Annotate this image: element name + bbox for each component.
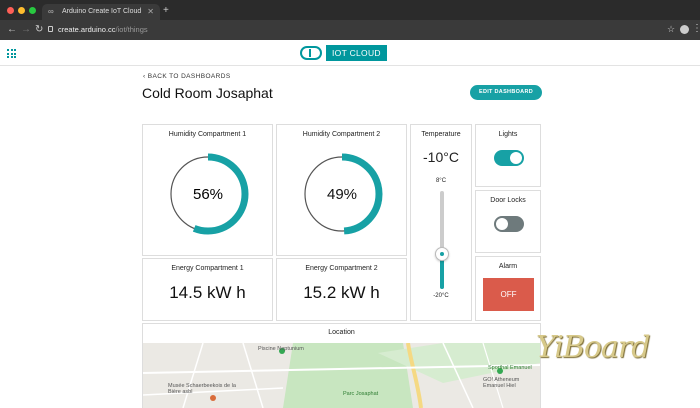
gauge-fill bbox=[167, 153, 249, 235]
temperature-min-label: -20°C bbox=[433, 293, 449, 299]
new-tab-button[interactable]: + bbox=[163, 5, 169, 16]
energy-compartment-1-widget: Energy Compartment 1 14.5 kW h bbox=[142, 258, 273, 321]
url-path: /iot/things bbox=[115, 25, 148, 34]
profile-avatar[interactable] bbox=[680, 25, 689, 34]
toggle-knob bbox=[496, 218, 508, 230]
temperature-slider-thumb[interactable] bbox=[435, 247, 449, 261]
map-graphic bbox=[143, 343, 540, 408]
humidity-compartment-1-widget: Humidity Compartment 1 56% bbox=[142, 124, 273, 256]
app-header: IOT CLOUD bbox=[0, 40, 700, 66]
door-locks-toggle[interactable] bbox=[494, 216, 524, 232]
browser-menu-icon[interactable]: ⋮ bbox=[692, 23, 700, 34]
bookmark-star-icon[interactable]: ☆ bbox=[667, 24, 676, 34]
energy-1-value: 14.5 kW h bbox=[169, 283, 246, 302]
location-map[interactable]: Piscine Neptunium Musée Schaerbeekois de… bbox=[143, 343, 540, 408]
lock-icon bbox=[48, 26, 53, 32]
map-label-athenee: GO! Atheneum Emanuel Hiel bbox=[483, 377, 520, 389]
browser-tabbar: ∞ Arduino Create IoT Cloud ✕ + bbox=[0, 0, 700, 20]
humidity-compartment-2-widget: Humidity Compartment 2 49% bbox=[276, 124, 407, 256]
humidity-2-value: 49% bbox=[327, 186, 357, 203]
toggle-knob bbox=[510, 152, 522, 164]
alarm-off-button[interactable]: OFF bbox=[483, 278, 534, 311]
humidity-2-gauge: 49% bbox=[301, 153, 383, 235]
arduino-favicon-icon: ∞ bbox=[48, 7, 54, 16]
map-label-musee: Musée Schaerbeekois de la Bière asbl bbox=[168, 383, 236, 395]
back-to-dashboards-link[interactable]: ‹ BACK TO DASHBOARDS bbox=[143, 73, 231, 80]
energy-2-value: 15.2 kW h bbox=[303, 283, 380, 302]
logo-text: IOT CLOUD bbox=[326, 45, 387, 61]
map-label-parc: Parc Josaphat bbox=[343, 391, 379, 397]
gauge-fill bbox=[301, 153, 383, 235]
iot-cloud-logo[interactable]: IOT CLOUD bbox=[300, 45, 387, 61]
widget-title: Temperature bbox=[421, 131, 461, 138]
address-bar[interactable]: create.arduino.cc/iot/things bbox=[58, 25, 148, 34]
temperature-max-label: 8°C bbox=[435, 178, 447, 184]
widget-title: Humidity Compartment 2 bbox=[302, 131, 381, 138]
humidity-1-value: 56% bbox=[193, 186, 223, 203]
minimize-window-button[interactable] bbox=[18, 7, 25, 14]
forward-arrow-icon[interactable]: → bbox=[21, 24, 31, 35]
temperature-slider-track[interactable] bbox=[435, 191, 449, 289]
tab-title: Arduino Create IoT Cloud bbox=[62, 8, 142, 15]
widget-title: Energy Compartment 1 bbox=[171, 265, 244, 272]
arduino-logo-icon bbox=[300, 46, 322, 60]
widget-title: Humidity Compartment 1 bbox=[168, 131, 247, 138]
close-window-button[interactable] bbox=[7, 7, 14, 14]
energy-compartment-2-widget: Energy Compartment 2 15.2 kW h bbox=[276, 258, 407, 321]
widget-title: Alarm bbox=[498, 263, 518, 270]
temperature-widget: Temperature -10°C 8°C -20°C bbox=[410, 124, 472, 321]
widget-title: Location bbox=[328, 329, 355, 336]
browser-tab[interactable]: ∞ Arduino Create IoT Cloud ✕ bbox=[42, 4, 160, 20]
page-title: Cold Room Josaphat bbox=[142, 85, 273, 101]
map-label-piscine: Piscine Neptunium bbox=[258, 346, 304, 352]
maximize-window-button[interactable] bbox=[29, 7, 36, 14]
lights-toggle[interactable] bbox=[494, 150, 524, 166]
temperature-slider-fill bbox=[440, 254, 444, 289]
widget-title: Energy Compartment 2 bbox=[305, 265, 378, 272]
map-label-sporthal: Sporthal Emanuel bbox=[488, 365, 532, 371]
close-tab-icon[interactable]: ✕ bbox=[147, 7, 154, 16]
humidity-1-gauge: 56% bbox=[167, 153, 249, 235]
back-arrow-icon[interactable]: ← bbox=[7, 24, 17, 35]
edit-dashboard-button[interactable]: EDIT DASHBOARD bbox=[470, 85, 542, 100]
lights-widget: Lights bbox=[475, 124, 541, 187]
apps-grid-icon[interactable] bbox=[7, 49, 16, 58]
widget-title: Lights bbox=[498, 131, 518, 138]
url-host: create.arduino.cc bbox=[58, 25, 116, 34]
alarm-widget: Alarm OFF bbox=[475, 256, 541, 321]
browser-toolbar: ← → ↻ create.arduino.cc/iot/things ☆ ⋮ bbox=[0, 20, 700, 40]
window-controls bbox=[7, 7, 36, 14]
yiboard-watermark: YiBoard bbox=[536, 330, 650, 365]
reload-icon[interactable]: ↻ bbox=[35, 24, 44, 35]
temperature-value: -10°C bbox=[423, 149, 459, 165]
widget-title: Door Locks bbox=[490, 197, 526, 204]
door-locks-widget: Door Locks bbox=[475, 190, 541, 253]
